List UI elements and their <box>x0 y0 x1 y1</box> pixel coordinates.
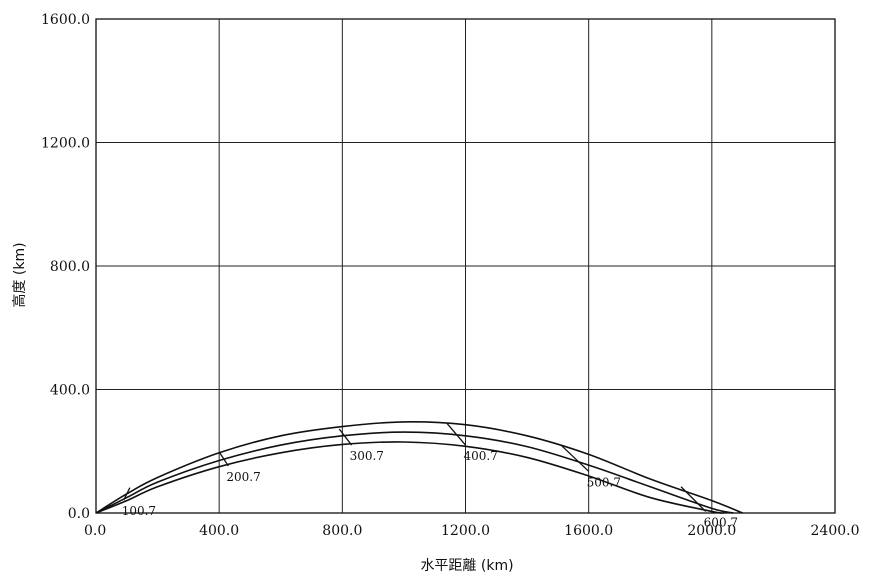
x-tick-label: 800.0 <box>322 523 362 539</box>
time-mark-line-2 <box>218 451 229 467</box>
x-tick-labels: 0.0 400.0 800.0 1200.0 1600.0 2000.0 2400.0 <box>84 523 860 539</box>
x-tick-label: 1600.0 <box>564 523 613 539</box>
x-tick-label: 400.0 <box>199 523 239 539</box>
time-mark-line-3 <box>338 428 353 446</box>
time-mark-label-5: 500.7 <box>587 475 621 489</box>
y-tick-label: 1600.0 <box>41 12 90 28</box>
x-tick-label: 1200.0 <box>441 523 490 539</box>
x-tick-label: 2000.0 <box>687 523 736 539</box>
time-marks: 100.7 200.7 300.7 400.7 500.7 600.7 <box>122 423 738 529</box>
trajectory-line-1 <box>95 421 743 514</box>
time-mark-line-1 <box>123 487 131 501</box>
x-axis-label: 水平距離 (km) <box>420 557 513 574</box>
time-mark-label-1: 100.7 <box>122 504 156 518</box>
y-tick-label: 400.0 <box>50 383 90 399</box>
time-mark-line-4 <box>446 423 466 446</box>
y-tick-label: 0.0 <box>68 506 90 522</box>
y-tick-labels: 0.0 400.0 800.0 1200.0 1600.0 <box>41 12 90 522</box>
plot-frame <box>95 18 836 514</box>
grid-lines <box>96 19 835 513</box>
y-tick-label: 800.0 <box>50 259 90 275</box>
time-mark-label-6: 600.7 <box>704 515 738 529</box>
time-mark-label-4: 400.7 <box>464 449 498 463</box>
x-tick-label: 0.0 <box>84 523 106 539</box>
trajectory-line-2 <box>95 431 734 514</box>
time-mark-label-2: 200.7 <box>226 470 260 484</box>
time-mark-label-3: 300.7 <box>350 449 384 463</box>
trajectory-series <box>95 421 743 514</box>
y-tick-label: 1200.0 <box>41 136 90 152</box>
time-mark-line-5 <box>560 444 590 472</box>
time-mark-line-6 <box>680 486 707 512</box>
x-tick-label: 2400.0 <box>811 523 860 539</box>
y-axis-label: 高度 (km) <box>11 242 28 307</box>
trajectory-line-3 <box>95 441 725 514</box>
